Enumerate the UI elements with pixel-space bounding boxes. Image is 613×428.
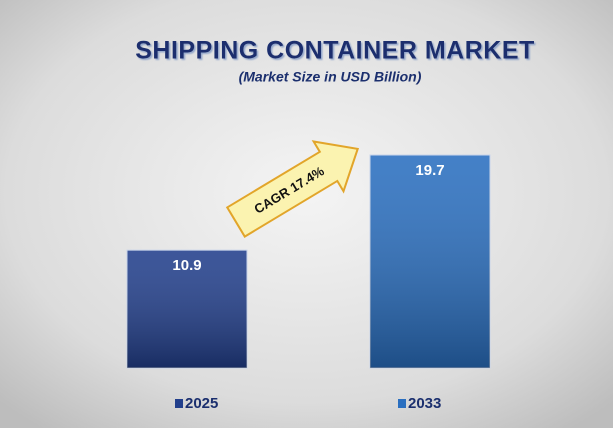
- legend-label: 2025: [185, 395, 218, 412]
- value-label: 19.7: [415, 162, 444, 179]
- legend-swatch: [175, 399, 183, 408]
- chart-title: SHIPPING CONTAINER MARKET: [135, 37, 535, 65]
- arrow-shape: [225, 140, 360, 238]
- bar: [369, 154, 491, 369]
- legend-label: 2033: [408, 395, 441, 412]
- legend-swatch: [398, 399, 406, 408]
- chart-subtitle: (Market Size in USD Billion): [239, 69, 422, 85]
- value-label: 10.9: [172, 257, 201, 274]
